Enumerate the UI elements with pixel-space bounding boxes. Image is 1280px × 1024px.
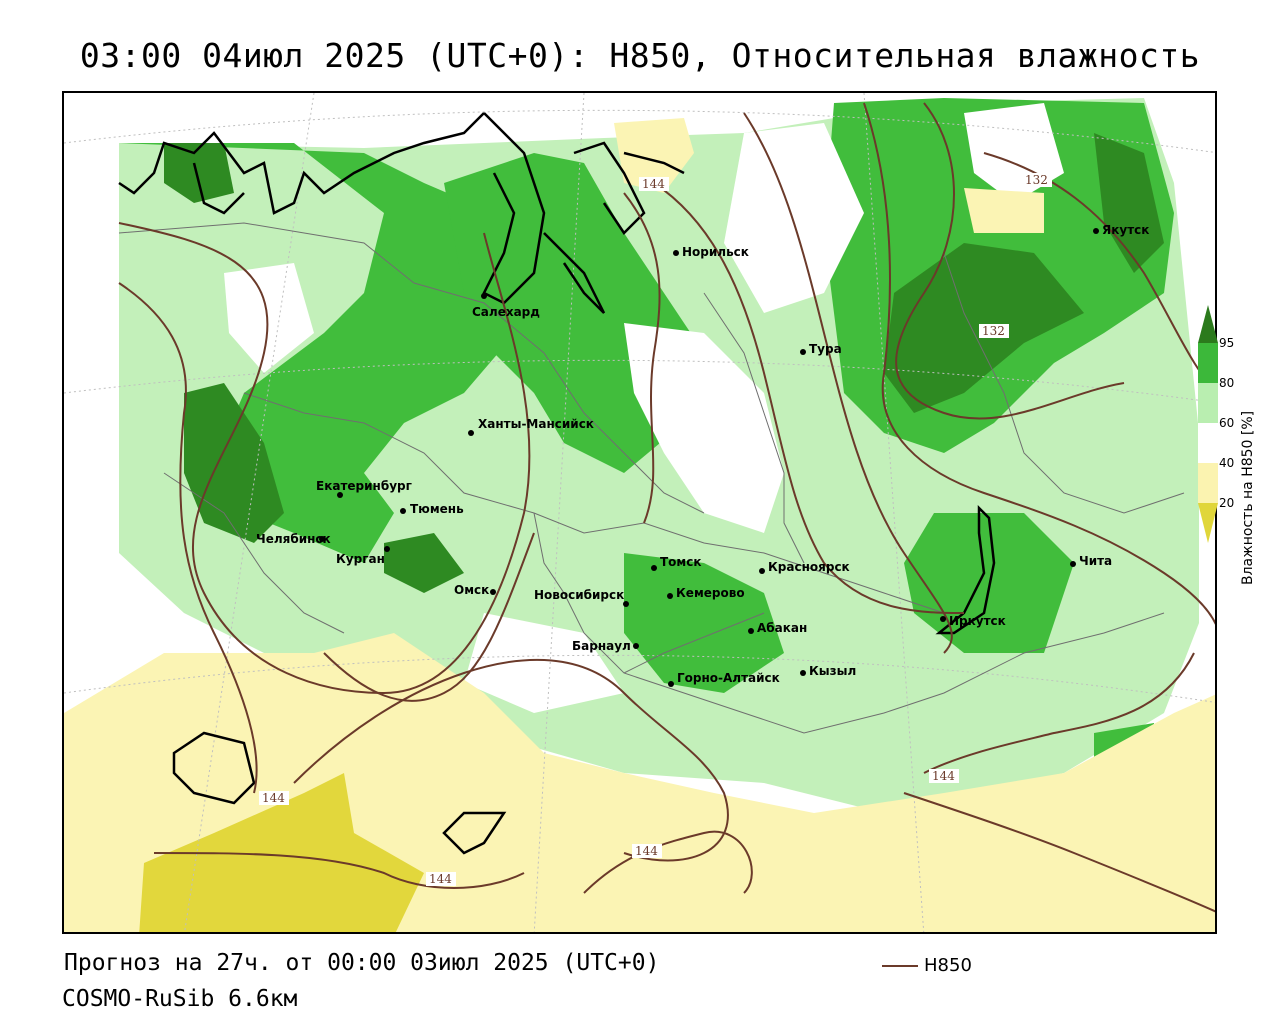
svg-text:Норильск: Норильск: [682, 245, 749, 259]
humidity-zone-40-60: [224, 103, 1064, 713]
city-gorno-altaysk: Горно-Алтайск: [668, 671, 780, 687]
svg-text:Курган: Курган: [336, 552, 385, 566]
legend-ticks: 95 80 60 40 20: [1219, 305, 1244, 545]
map-panel: 144 132 132 144 144 144 144 Норильск Яку…: [62, 91, 1217, 934]
contour-label: 132: [1025, 173, 1048, 187]
svg-text:Абакан: Абакан: [757, 621, 807, 635]
svg-text:Красноярск: Красноярск: [768, 560, 850, 574]
contour-labels: 144 132 132 144 144 144 144: [259, 173, 1052, 886]
city-chelyabinsk: Челябинск: [256, 532, 331, 546]
city-yakutsk: Якутск: [1093, 223, 1149, 237]
forecast-info: Прогноз на 27ч. от 00:00 03июл 2025 (UTC…: [64, 950, 660, 976]
city-salekhard: Салехард: [472, 293, 540, 319]
legend-swatch-60-80: [1198, 383, 1218, 423]
region-borders: [118, 222, 1185, 734]
svg-text:Тура: Тура: [809, 342, 842, 356]
city-barnaul: Барнаул: [572, 639, 639, 653]
svg-text:Горно-Алтайск: Горно-Алтайск: [677, 671, 780, 685]
contour-label: 144: [635, 844, 658, 858]
svg-text:Тюмень: Тюмень: [410, 502, 464, 516]
map-canvas: 144 132 132 144 144 144 144 Норильск Яку…: [64, 93, 1215, 932]
contour-label: 144: [262, 791, 285, 805]
city-yekaterinburg: Екатеринбург: [316, 479, 412, 498]
legend-tick: 20: [1219, 496, 1235, 510]
city-novosibirsk: Новосибирск: [534, 588, 629, 607]
legend-tick: 80: [1219, 376, 1235, 390]
legend-swatch-40-60: [1198, 423, 1218, 463]
city-kyzyl: Кызыл: [800, 664, 856, 678]
humidity-zone-lt20: [139, 773, 424, 932]
legend-swatch-lt20: [1198, 503, 1218, 543]
svg-text:Салехард: Салехард: [472, 305, 540, 319]
legend-tick: 95: [1219, 336, 1235, 350]
svg-text:Екатеринбург: Екатеринбург: [316, 479, 412, 493]
city-abakan: Абакан: [748, 621, 807, 635]
city-kemerovo: Кемерово: [667, 586, 745, 600]
humidity-legend-bar: [1198, 305, 1218, 543]
city-tura: Тура: [800, 342, 842, 356]
contour-label: 144: [429, 872, 452, 886]
legend-tick: 60: [1219, 416, 1235, 430]
legend-title: Влажность на H850 [%]: [1240, 410, 1256, 585]
map-title: 03:00 04июл 2025 (UTC+0): H850, Относите…: [79, 36, 1201, 75]
legend-tick: 40: [1219, 456, 1235, 470]
contour-label: 132: [982, 324, 1005, 338]
contour-key: H850: [882, 955, 972, 976]
city-tyumen: Тюмень: [400, 502, 464, 516]
svg-text:Иркутск: Иркутск: [949, 614, 1006, 628]
legend-swatch-20-40: [1198, 463, 1218, 503]
contour-key-label: H850: [924, 955, 972, 976]
svg-text:Омск: Омск: [454, 583, 489, 597]
city-irkutsk: Иркутск: [940, 614, 1006, 628]
legend-swatch-80-95: [1198, 343, 1218, 383]
legend-swatch-gt95: [1198, 305, 1218, 343]
svg-text:Барнаул: Барнаул: [572, 639, 631, 653]
city-norilsk: Норильск: [673, 245, 749, 259]
svg-text:Кызыл: Кызыл: [809, 664, 856, 678]
svg-text:Томск: Томск: [660, 555, 702, 569]
contour-key-line: [882, 964, 918, 967]
contour-label: 144: [642, 177, 665, 191]
contour-label: 144: [932, 769, 955, 783]
svg-text:Чита: Чита: [1079, 554, 1112, 568]
svg-text:Якутск: Якутск: [1102, 223, 1149, 237]
h850-contours: [118, 102, 1215, 913]
city-markers: Норильск Якутск Салехард Тура Ханты-Манс…: [256, 223, 1149, 687]
city-omsk: Омск: [454, 583, 496, 597]
city-khanty-mansiysk: Ханты-Мансийск: [468, 417, 594, 436]
svg-text:Кемерово: Кемерово: [676, 586, 745, 600]
svg-text:Челябинск: Челябинск: [256, 532, 331, 546]
svg-text:Новосибирск: Новосибирск: [534, 588, 624, 602]
coastline: [118, 112, 996, 855]
city-krasnoyarsk: Красноярск: [759, 560, 850, 574]
city-tomsk: Томск: [651, 555, 702, 571]
model-name: COSMO-RuSib 6.6км: [62, 986, 298, 1012]
city-chita: Чита: [1070, 554, 1112, 568]
svg-text:Ханты-Мансийск: Ханты-Мансийск: [478, 417, 594, 431]
city-kurgan: Курган: [336, 546, 390, 566]
